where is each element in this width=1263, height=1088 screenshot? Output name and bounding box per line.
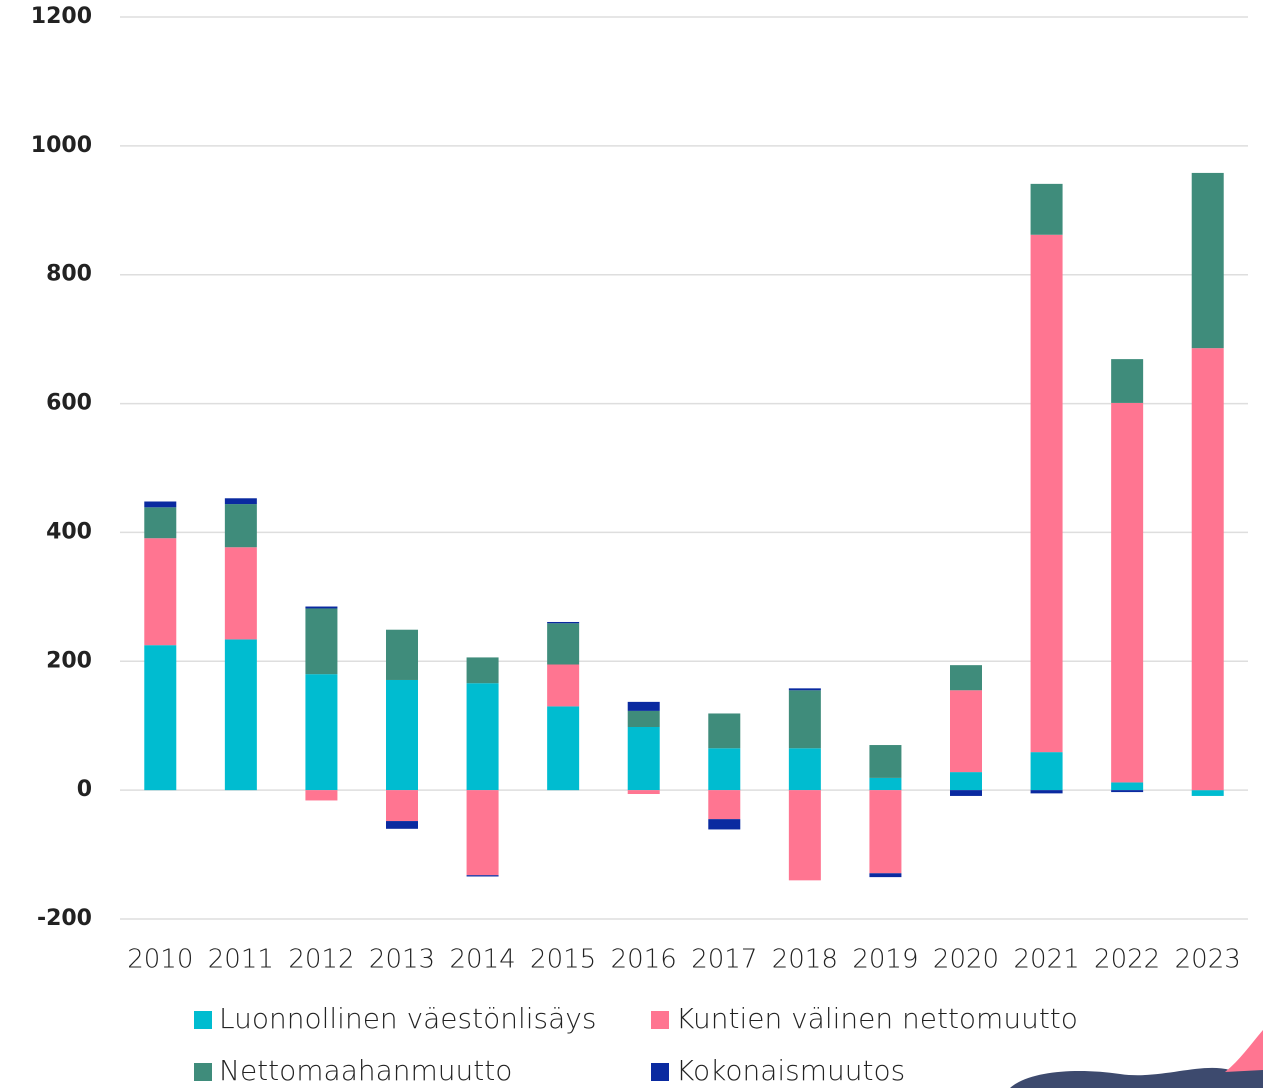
bar-segment (1030, 790, 1063, 794)
decoration (1225, 1030, 1263, 1072)
bar-segment (788, 790, 821, 881)
bar-segment (466, 683, 499, 791)
y-tick-label: -200 (37, 906, 92, 931)
y-tick-label: 1200 (31, 4, 92, 29)
x-tick-label: 2016 (611, 945, 677, 975)
y-tick-label: 600 (46, 391, 92, 416)
bar-segment (708, 819, 741, 830)
bar-segment (627, 710, 660, 728)
bar-segment (869, 777, 902, 791)
bar-segment (627, 790, 660, 795)
x-tick-label: 2020 (933, 945, 999, 975)
bar-segment (466, 657, 499, 684)
legend-swatch (194, 1063, 212, 1081)
bar-segment (788, 688, 821, 691)
x-tick-label: 2018 (772, 945, 838, 975)
bar-segment (788, 690, 821, 749)
bar-segment (547, 706, 580, 791)
x-tick-label: 2010 (127, 945, 193, 975)
x-tick-label: 2014 (449, 945, 515, 975)
bar-segment (1111, 402, 1144, 783)
bar-segment (708, 790, 741, 820)
legend-swatch (651, 1063, 669, 1081)
bar-segment (386, 790, 418, 822)
bar-segment (305, 608, 338, 675)
x-tick-label: 2013 (369, 945, 435, 975)
legend-label: Luonnollinen väestönlisäys (219, 1002, 596, 1035)
bar-segment (305, 674, 338, 791)
legend-label: Kokonaismuutos (676, 1054, 905, 1087)
bar-segment (1191, 790, 1224, 796)
legend-swatch (194, 1011, 212, 1029)
bar-segment (547, 623, 580, 665)
bar-segment (1111, 790, 1144, 793)
x-tick-label: 2015 (530, 945, 596, 975)
bar-segment (386, 629, 418, 680)
x-tick-label: 2012 (288, 945, 354, 975)
bar-segment (386, 821, 418, 829)
bar-segment (305, 606, 338, 609)
bar-segment (547, 664, 580, 707)
y-tick-label: 0 (77, 777, 92, 802)
bar-segment (466, 790, 499, 876)
x-tick-label: 2021 (1013, 945, 1079, 975)
y-tick-label: 200 (46, 648, 92, 673)
bar-segment (1030, 234, 1063, 753)
bar-segment (950, 790, 982, 796)
bar-segment (144, 507, 177, 539)
y-tick-label: 800 (46, 262, 92, 287)
legend-label: Kuntien välinen nettomuutto (676, 1002, 1078, 1035)
bar-segment (869, 790, 902, 874)
bar-segment (466, 875, 499, 877)
x-tick-label: 2019 (852, 945, 918, 975)
decoration (1010, 1040, 1263, 1088)
bar-segment (224, 498, 257, 505)
bar-segment (950, 772, 982, 791)
bar-segment (1191, 172, 1224, 349)
bar-segment (1030, 752, 1063, 791)
bar-segment (627, 701, 660, 711)
bar-segment (950, 690, 982, 773)
bar-segment (1111, 359, 1144, 403)
y-tick-label: 1000 (31, 133, 92, 158)
bar-segment (224, 547, 257, 640)
bar-segment (224, 639, 257, 791)
y-tick-label: 400 (46, 519, 92, 544)
legend-label: Nettomaahanmuutto (219, 1054, 512, 1087)
bar-segment (788, 748, 821, 791)
x-tick-label: 2011 (208, 945, 274, 975)
bar-segment (708, 713, 741, 749)
bar-segment (547, 621, 580, 624)
bar-segment (1030, 183, 1063, 235)
bar-segment (305, 790, 338, 801)
x-tick-label: 2022 (1094, 945, 1160, 975)
bar-segment (144, 645, 177, 791)
x-tick-label: 2017 (691, 945, 757, 975)
bar-segment (144, 501, 177, 508)
bar-segment (869, 873, 902, 878)
bar-segment (708, 748, 741, 791)
x-tick-label: 2023 (1175, 945, 1241, 975)
bar-segment (1111, 782, 1144, 791)
bar-segment (386, 679, 418, 791)
bar-segment (950, 665, 982, 691)
bar-segment (224, 504, 257, 548)
bar-segment (869, 745, 902, 778)
bar-segment (1191, 348, 1224, 791)
bar-segment (144, 538, 177, 646)
legend-swatch (651, 1011, 669, 1029)
bar-segment (627, 727, 660, 791)
